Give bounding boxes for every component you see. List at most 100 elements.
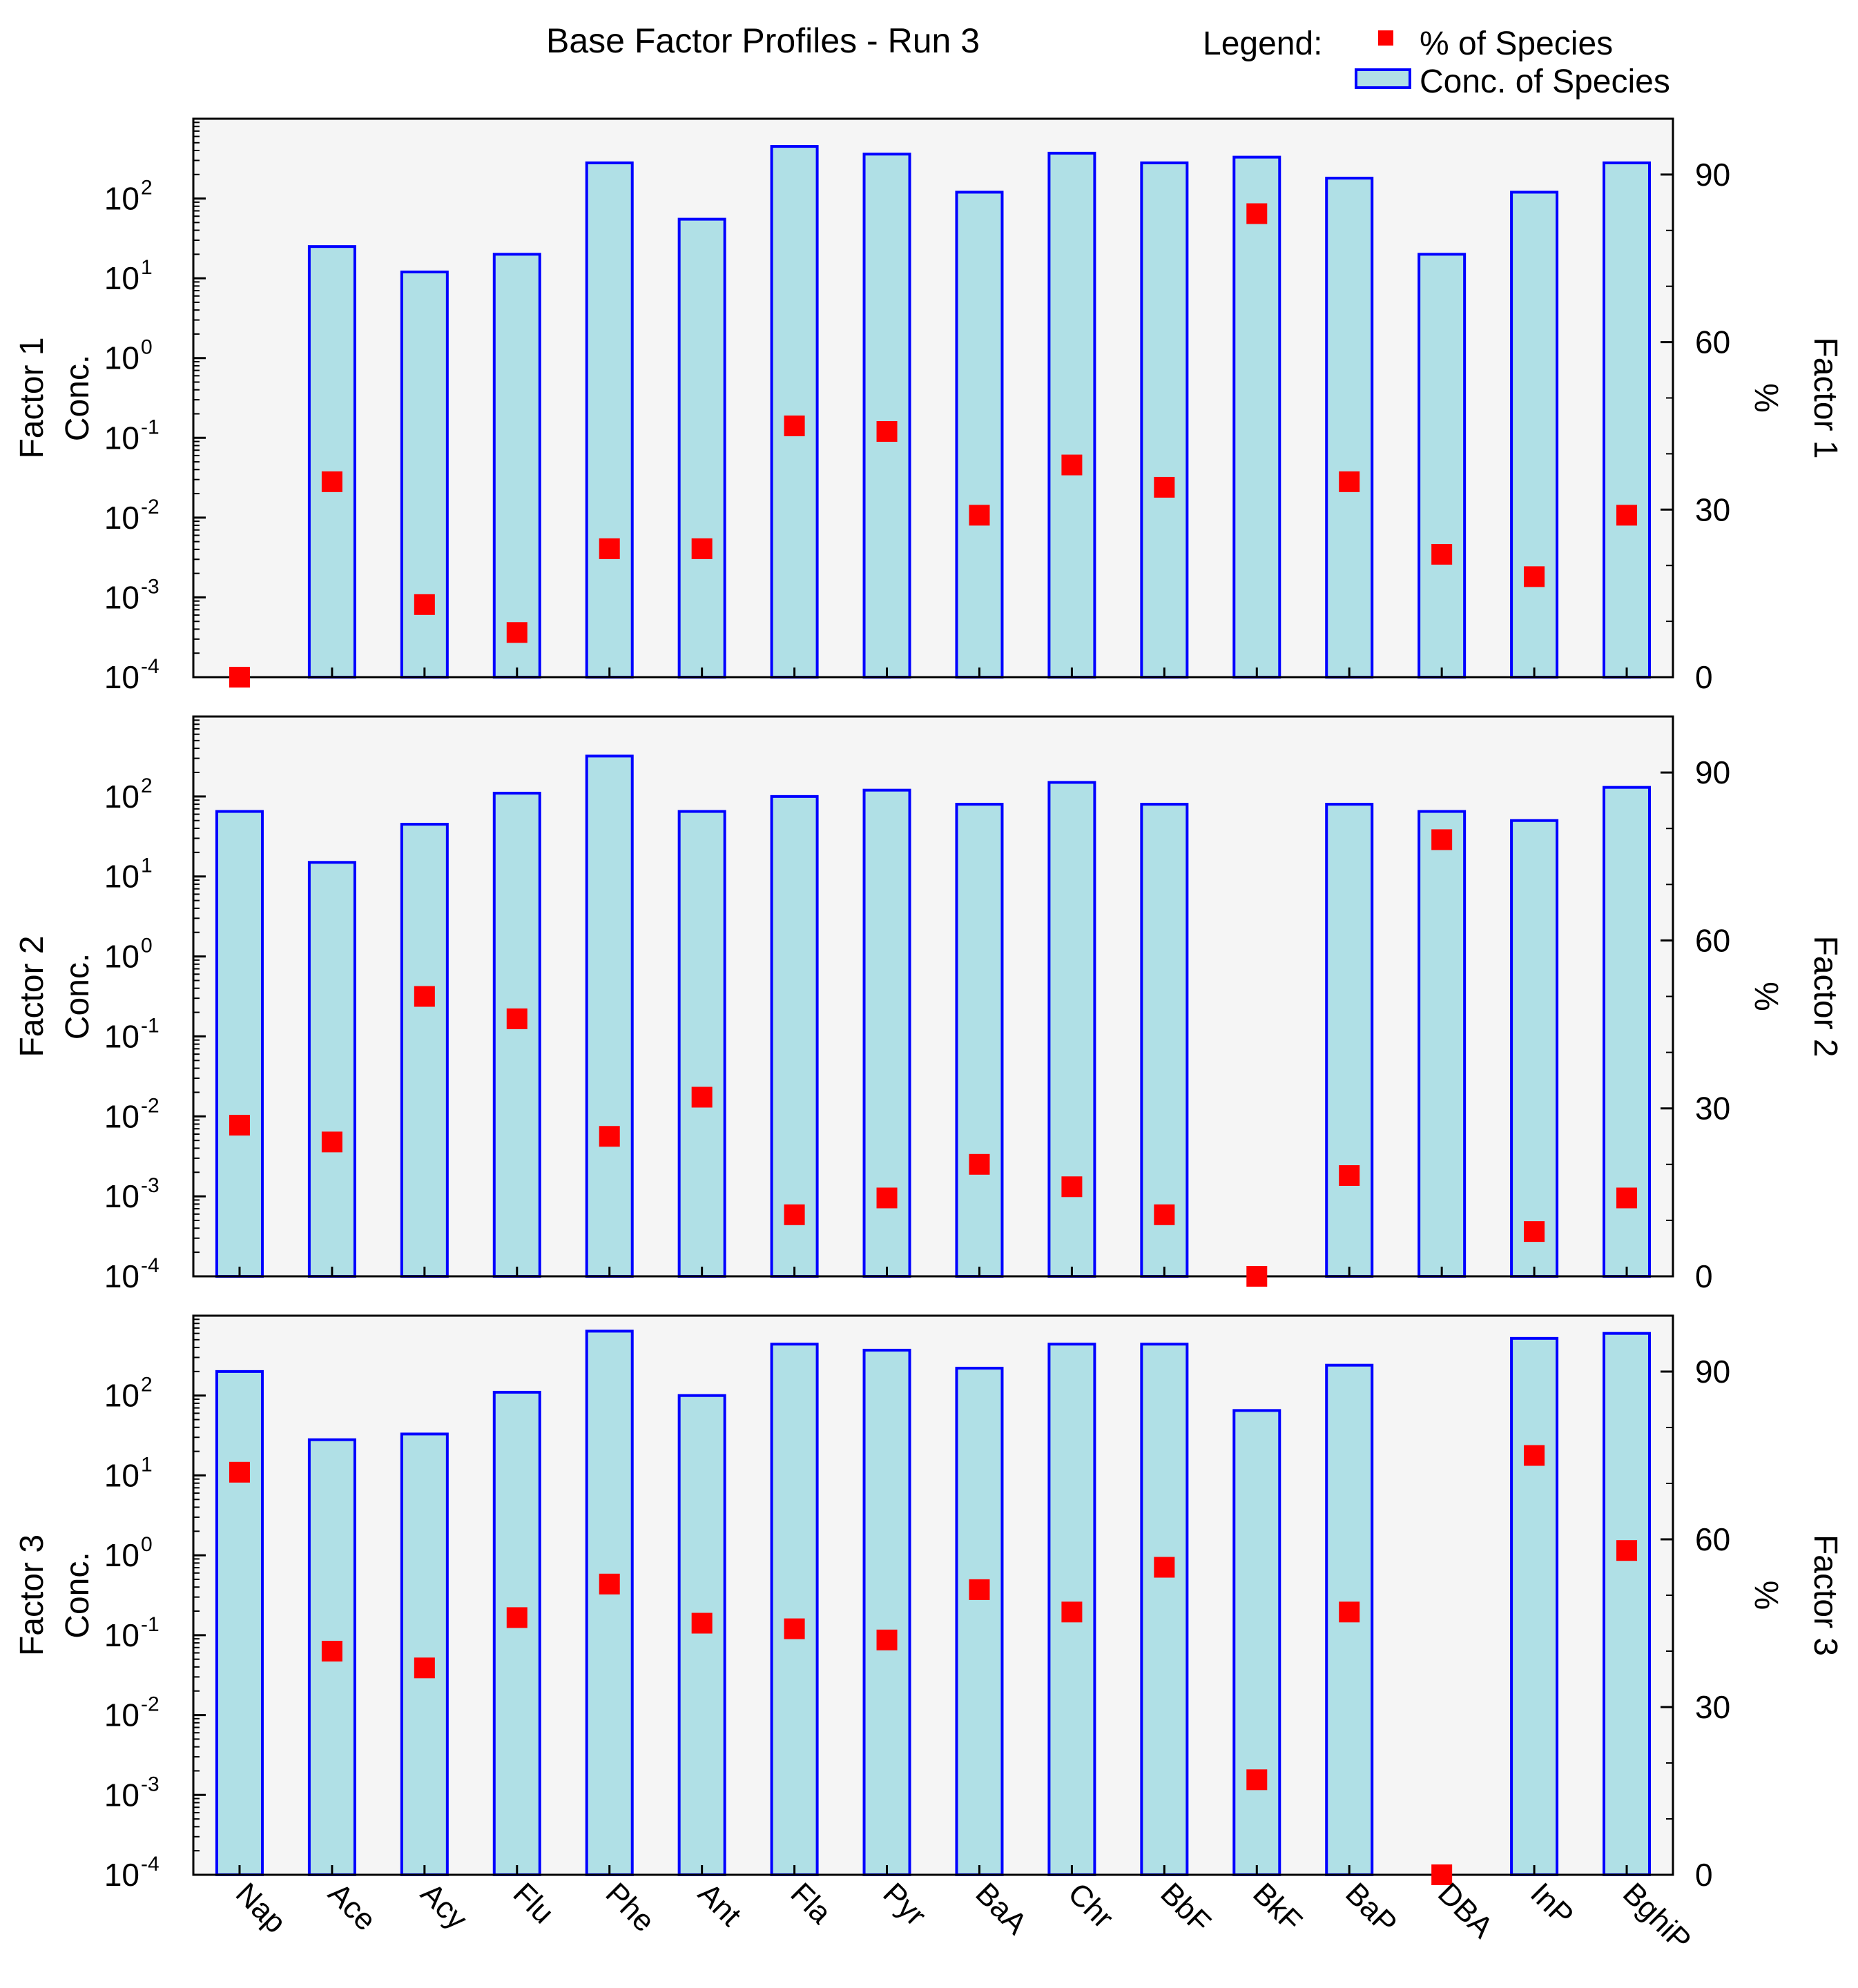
left-tick-label: 10: [104, 779, 139, 815]
chart-title: Base Factor Profiles - Run 3: [546, 21, 980, 60]
left-tick-label: 10: [104, 1857, 139, 1893]
percent-marker-acy: [414, 986, 435, 1007]
left-tick-label: 10: [104, 500, 139, 536]
conc-bar-bap: [1325, 803, 1374, 1278]
percent-marker-flu: [506, 1008, 528, 1029]
percent-marker-acy: [414, 1657, 435, 1679]
conc-bar-bbf: [1140, 803, 1189, 1278]
left-tick-exponent: -2: [141, 496, 159, 518]
percent-marker-bkf: [1246, 1769, 1268, 1791]
conc-bar-ace: [307, 861, 356, 1278]
conc-bar-inp: [1510, 191, 1559, 679]
percent-marker-flu: [506, 1607, 528, 1628]
percent-marker-bkf: [1246, 1266, 1268, 1287]
left-tick-exponent: -1: [141, 1014, 159, 1037]
percent-marker-fla: [784, 415, 805, 436]
conc-bar-bkf: [1232, 1409, 1281, 1877]
left-tick-exponent: 2: [141, 1374, 153, 1396]
conc-bar-baa: [955, 1367, 1004, 1876]
conc-bar-bghip: [1603, 786, 1652, 1278]
left-tick-label: 10: [104, 340, 139, 376]
percent-marker-inp: [1524, 566, 1545, 587]
left-tick-label: 10: [104, 1178, 139, 1214]
percent-marker-acy: [414, 594, 435, 615]
right-tick-label: 30: [1695, 491, 1730, 527]
right-tick-label: 60: [1695, 1521, 1730, 1557]
left-tick-exponent: -1: [141, 1613, 159, 1636]
percent-marker-phe: [599, 1573, 620, 1595]
percent-marker-bkf: [1246, 203, 1268, 224]
category-label-fla: Fla: [784, 1876, 838, 1930]
category-label-chr: Chr: [1061, 1876, 1120, 1935]
percent-marker-ant: [691, 1612, 713, 1634]
category-label-bkf: BkF: [1246, 1876, 1308, 1938]
right-axis-label: Factor 3: [1807, 1534, 1844, 1656]
left-axis-unit-label: Conc.: [59, 1552, 96, 1638]
left-tick-label: 10: [104, 1098, 139, 1134]
percent-marker-nap: [229, 1461, 250, 1483]
percent-marker-baa: [969, 1579, 990, 1600]
percent-marker-nap: [229, 667, 250, 688]
category-label-bap: BaP: [1339, 1876, 1403, 1940]
left-tick-label: 10: [104, 1457, 139, 1493]
conc-bar-bghip: [1603, 1332, 1652, 1876]
category-label-baa: BaA: [969, 1876, 1034, 1941]
right-axis-unit-label: %: [1748, 982, 1784, 1011]
left-tick-label: 10: [104, 859, 139, 895]
right-tick-label: 90: [1695, 754, 1730, 790]
right-axis-label: Factor 1: [1807, 337, 1844, 458]
category-label-ace: Ace: [322, 1876, 383, 1937]
percent-marker-fla: [784, 1618, 805, 1639]
right-tick-label: 90: [1695, 1354, 1730, 1390]
left-tick-exponent: 1: [141, 1453, 153, 1476]
percent-marker-dba: [1431, 829, 1453, 850]
category-axis-labels: Nap Ace Acy Flu Phe Ant Fla Pyr BaA Chr BbF BkF BaP D…: [229, 1876, 1698, 1958]
percent-marker-pyr: [876, 421, 898, 442]
left-tick-exponent: -4: [141, 655, 159, 678]
percent-marker-pyr: [876, 1187, 898, 1209]
category-label-phe: Phe: [599, 1876, 661, 1938]
left-tick-label: 10: [104, 420, 139, 456]
conc-bar-inp: [1510, 819, 1559, 1278]
percent-marker-bbf: [1154, 1204, 1175, 1225]
left-tick-exponent: -3: [141, 575, 159, 598]
category-label-nap: Nap: [229, 1876, 293, 1940]
percent-marker-pyr: [876, 1629, 898, 1650]
conc-bar-bbf: [1140, 1343, 1189, 1876]
conc-bar-fla: [770, 795, 819, 1278]
right-tick-label: 0: [1695, 659, 1713, 695]
percent-marker-bbf: [1154, 1557, 1175, 1578]
conc-bar-pyr: [862, 1348, 911, 1876]
left-tick-label: 10: [104, 181, 139, 217]
legend-percent-label: % of Species: [1420, 26, 1613, 62]
left-tick-exponent: -4: [141, 1853, 159, 1875]
conc-bar-bbf: [1140, 161, 1189, 679]
conc-bar-fla: [770, 145, 819, 679]
percent-marker-inp: [1524, 1221, 1545, 1242]
category-label-flu: Flu: [507, 1876, 561, 1930]
legend-conc-marker: [1355, 68, 1411, 89]
left-tick-exponent: 1: [141, 256, 153, 279]
percent-marker-bbf: [1154, 476, 1175, 498]
conc-bar-phe: [585, 754, 634, 1278]
conc-bar-ace: [307, 245, 356, 679]
left-tick-label: 10: [104, 260, 139, 296]
conc-bar-acy: [400, 270, 449, 679]
percent-marker-baa: [969, 505, 990, 526]
left-axis-label: Factor 1: [14, 337, 50, 458]
category-label-ant: Ant: [692, 1876, 748, 1932]
percent-marker-bghip: [1616, 505, 1638, 526]
conc-bar-phe: [585, 161, 634, 679]
left-tick-label: 10: [104, 1537, 139, 1573]
left-tick-exponent: 0: [141, 935, 153, 957]
left-tick-label: 10: [104, 1378, 139, 1414]
conc-bar-chr: [1047, 781, 1096, 1278]
conc-bar-flu: [492, 792, 541, 1278]
left-tick-label: 10: [104, 1697, 139, 1733]
percent-marker-chr: [1061, 1601, 1083, 1623]
percent-marker-baa: [969, 1153, 990, 1175]
conc-bar-dba: [1417, 253, 1467, 679]
